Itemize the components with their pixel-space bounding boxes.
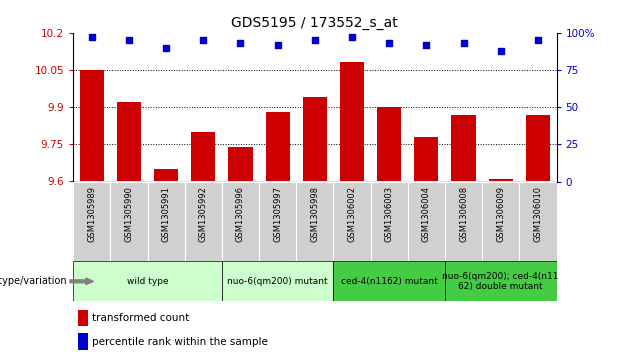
Bar xyxy=(408,182,445,261)
Point xyxy=(86,34,97,40)
Bar xyxy=(526,114,550,182)
Text: GSM1306002: GSM1306002 xyxy=(347,186,357,242)
Bar xyxy=(414,137,438,182)
Bar xyxy=(191,132,216,182)
Text: GSM1305992: GSM1305992 xyxy=(199,186,208,242)
Text: GSM1305997: GSM1305997 xyxy=(273,186,282,242)
Bar xyxy=(80,70,104,182)
Text: GSM1305998: GSM1305998 xyxy=(310,186,319,242)
Text: percentile rank within the sample: percentile rank within the sample xyxy=(92,337,268,347)
Bar xyxy=(222,182,259,261)
Point xyxy=(198,37,209,43)
Bar xyxy=(340,62,364,182)
Text: genotype/variation: genotype/variation xyxy=(0,276,67,286)
Bar xyxy=(482,182,520,261)
Bar xyxy=(266,112,290,182)
Bar xyxy=(445,261,556,301)
Text: transformed count: transformed count xyxy=(92,313,190,323)
Bar xyxy=(296,182,333,261)
Text: GSM1305991: GSM1305991 xyxy=(162,186,170,242)
Bar xyxy=(117,102,141,182)
Text: GSM1306010: GSM1306010 xyxy=(534,186,543,242)
Text: GSM1306008: GSM1306008 xyxy=(459,186,468,242)
Bar xyxy=(371,182,408,261)
Point xyxy=(495,48,506,53)
Point xyxy=(161,45,171,50)
Bar xyxy=(184,182,222,261)
Point xyxy=(310,37,320,43)
Text: GSM1306004: GSM1306004 xyxy=(422,186,431,242)
Point xyxy=(347,34,357,40)
Point xyxy=(533,37,543,43)
Text: nuo-6(qm200) mutant: nuo-6(qm200) mutant xyxy=(227,277,328,286)
Point xyxy=(273,42,283,48)
Bar xyxy=(78,333,88,350)
Bar xyxy=(222,261,333,301)
Bar xyxy=(148,182,184,261)
Text: wild type: wild type xyxy=(127,277,169,286)
Bar xyxy=(73,182,110,261)
Bar xyxy=(520,182,556,261)
Bar xyxy=(452,114,476,182)
Text: GSM1306003: GSM1306003 xyxy=(385,186,394,242)
Text: GSM1305989: GSM1305989 xyxy=(87,186,96,242)
Point xyxy=(235,40,245,46)
Bar xyxy=(303,97,327,182)
Bar xyxy=(154,169,178,182)
Bar xyxy=(488,179,513,182)
Text: GSM1305996: GSM1305996 xyxy=(236,186,245,242)
Point xyxy=(421,42,431,48)
Text: nuo-6(qm200); ced-4(n11
62) double mutant: nuo-6(qm200); ced-4(n11 62) double mutan… xyxy=(443,272,559,291)
Text: ced-4(n1162) mutant: ced-4(n1162) mutant xyxy=(341,277,438,286)
Point xyxy=(124,37,134,43)
Bar xyxy=(78,310,88,326)
Bar xyxy=(445,182,482,261)
Bar xyxy=(110,182,148,261)
Bar xyxy=(73,261,222,301)
Bar xyxy=(377,107,401,182)
Bar xyxy=(259,182,296,261)
Point xyxy=(384,40,394,46)
Bar xyxy=(228,147,252,182)
Text: GSM1306009: GSM1306009 xyxy=(496,186,505,242)
Text: GSM1305990: GSM1305990 xyxy=(125,186,134,242)
Point xyxy=(459,40,469,46)
Bar xyxy=(333,182,371,261)
Bar xyxy=(333,261,445,301)
Title: GDS5195 / 173552_s_at: GDS5195 / 173552_s_at xyxy=(232,16,398,30)
